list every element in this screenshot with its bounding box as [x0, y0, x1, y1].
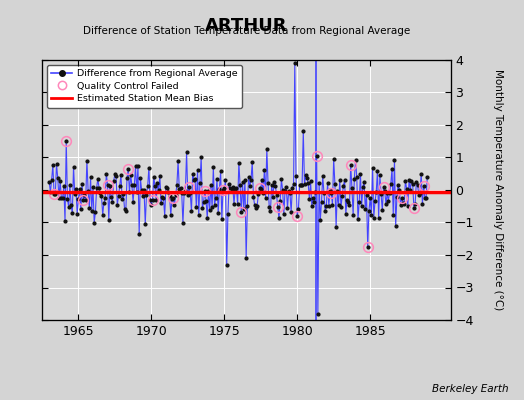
- Text: Difference of Station Temperature Data from Regional Average: Difference of Station Temperature Data f…: [83, 26, 410, 36]
- Text: ARTHUR: ARTHUR: [205, 17, 288, 35]
- Text: Berkeley Earth: Berkeley Earth: [432, 384, 508, 394]
- Y-axis label: Monthly Temperature Anomaly Difference (°C): Monthly Temperature Anomaly Difference (…: [493, 69, 504, 311]
